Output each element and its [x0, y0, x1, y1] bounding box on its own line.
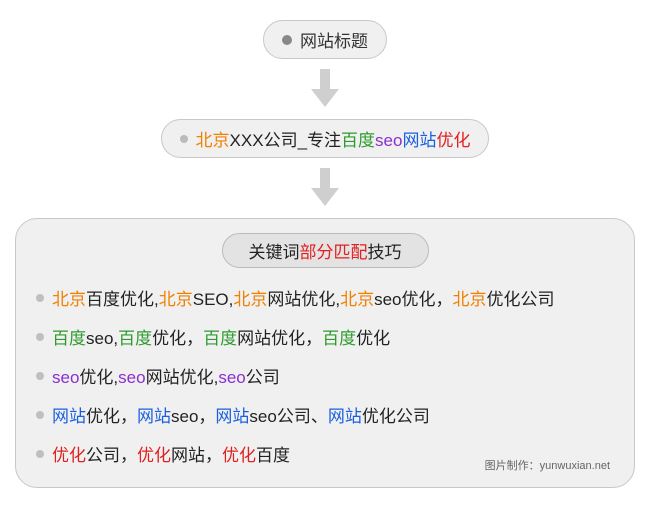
title-pill: 网站标题: [263, 20, 387, 59]
text-segment: 北京: [159, 290, 193, 309]
text-segment: 关键词: [249, 243, 300, 262]
text-segment: 北京: [196, 131, 230, 150]
keyword-section: 关键词部分匹配技巧 北京百度优化,北京SEO,北京网站优化,北京seo优化，北京…: [15, 218, 635, 488]
text-segment: seo: [375, 131, 402, 150]
keyword-line-text: 北京百度优化,北京SEO,北京网站优化,北京seo优化，北京优化公司: [52, 285, 555, 310]
text-segment: seo公司、: [249, 407, 327, 426]
text-segment: seo: [52, 368, 79, 387]
keyword-line-text: 网站优化，网站seo，网站seo公司、网站优化公司: [52, 402, 430, 427]
text-segment: 优化: [52, 446, 86, 465]
text-segment: 优化: [137, 446, 171, 465]
text-segment: 网站: [52, 407, 86, 426]
text-segment: seo: [218, 368, 245, 387]
text-segment: 百度: [256, 446, 290, 465]
example-title-pill: 北京XXX公司_专注百度seo网站优化: [161, 119, 490, 158]
example-title-text: 北京XXX公司_专注百度seo网站优化: [196, 126, 471, 151]
text-segment: 北京: [233, 290, 267, 309]
keyword-line: 北京百度优化,北京SEO,北京网站优化,北京seo优化，北京优化公司: [36, 278, 614, 317]
text-segment: 北京: [340, 290, 374, 309]
text-segment: 网站: [215, 407, 249, 426]
text-segment: 百度: [322, 329, 356, 348]
keyword-line-text: 优化公司，优化网站，优化百度: [52, 441, 290, 466]
arrow-down-icon: [309, 168, 341, 208]
text-segment: 优化,: [79, 368, 118, 387]
text-segment: SEO,: [193, 290, 234, 309]
keyword-line-text: seo优化,seo网站优化,seo公司: [52, 363, 280, 388]
text-segment: 优化，: [86, 407, 137, 426]
keyword-line-text: 百度seo,百度优化，百度网站优化，百度优化: [52, 324, 390, 349]
text-segment: 网站，: [171, 446, 222, 465]
text-segment: 网站优化,: [267, 290, 340, 309]
bullet-dot: [282, 35, 292, 45]
keyword-line: 百度seo,百度优化，百度网站优化，百度优化: [36, 317, 614, 356]
bullet-dot: [180, 135, 188, 143]
text-segment: 技巧: [368, 243, 402, 262]
bullet-dot: [36, 294, 44, 302]
text-segment: 百度: [52, 329, 86, 348]
section-header-text: 关键词部分匹配技巧: [249, 243, 402, 262]
arrow-down-icon: [309, 69, 341, 109]
bullet-dot: [36, 372, 44, 380]
text-segment: 百度: [203, 329, 237, 348]
text-segment: 优化，: [152, 329, 203, 348]
bullet-dot: [36, 450, 44, 458]
text-segment: 百度优化,: [86, 290, 159, 309]
title-pill-label: 网站标题: [300, 27, 368, 52]
text-segment: seo，: [171, 407, 215, 426]
text-segment: 百度: [341, 131, 375, 150]
text-segment: 优化公司: [362, 407, 430, 426]
text-segment: 网站: [137, 407, 171, 426]
text-segment: seo: [118, 368, 145, 387]
bullet-dot: [36, 333, 44, 341]
text-segment: 优化: [356, 329, 390, 348]
credit-text: 图片制作：yunwuxian.net: [485, 457, 610, 473]
keyword-line: seo优化,seo网站优化,seo公司: [36, 356, 614, 395]
text-segment: 部分匹配: [300, 243, 368, 262]
text-segment: 网站优化，: [237, 329, 322, 348]
bullet-dot: [36, 411, 44, 419]
text-segment: 优化公司: [487, 290, 555, 309]
text-segment: 公司，: [86, 446, 137, 465]
section-header-wrap: 关键词部分匹配技巧: [36, 233, 614, 278]
text-segment: 优化: [222, 446, 256, 465]
text-segment: 公司: [246, 368, 280, 387]
text-segment: 北京: [453, 290, 487, 309]
text-segment: 优化: [436, 131, 470, 150]
text-segment: XXX公司_专注: [230, 131, 341, 150]
text-segment: 网站优化,: [146, 368, 219, 387]
text-segment: seo优化，: [374, 290, 452, 309]
text-segment: seo,: [86, 329, 118, 348]
keyword-list: 北京百度优化,北京SEO,北京网站优化,北京seo优化，北京优化公司百度seo,…: [36, 278, 614, 473]
text-segment: 网站: [402, 131, 436, 150]
keyword-line: 网站优化，网站seo，网站seo公司、网站优化公司: [36, 395, 614, 434]
section-header-pill: 关键词部分匹配技巧: [222, 233, 429, 268]
text-segment: 百度: [118, 329, 152, 348]
text-segment: 北京: [52, 290, 86, 309]
text-segment: 网站: [328, 407, 362, 426]
